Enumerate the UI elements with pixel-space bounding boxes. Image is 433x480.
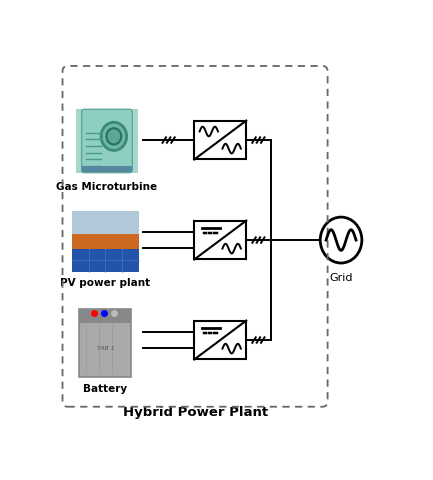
Circle shape [320, 217, 362, 264]
FancyBboxPatch shape [72, 212, 139, 273]
Text: Hybrid Power Plant: Hybrid Power Plant [123, 405, 268, 418]
Text: Grid: Grid [329, 273, 353, 283]
FancyBboxPatch shape [79, 309, 131, 377]
Text: TAB 1: TAB 1 [97, 345, 114, 350]
Bar [194, 221, 246, 260]
Text: PV power plant: PV power plant [61, 277, 151, 288]
FancyBboxPatch shape [82, 110, 132, 173]
Bar [194, 121, 246, 160]
FancyBboxPatch shape [79, 309, 131, 324]
Text: Battery: Battery [84, 383, 128, 393]
FancyBboxPatch shape [76, 109, 138, 174]
FancyBboxPatch shape [72, 212, 139, 236]
FancyBboxPatch shape [72, 250, 139, 273]
FancyBboxPatch shape [72, 235, 139, 251]
Circle shape [107, 129, 121, 145]
Circle shape [101, 123, 126, 151]
FancyBboxPatch shape [82, 167, 132, 172]
Bar [194, 321, 246, 360]
Text: Gas Microturbine: Gas Microturbine [55, 181, 157, 192]
